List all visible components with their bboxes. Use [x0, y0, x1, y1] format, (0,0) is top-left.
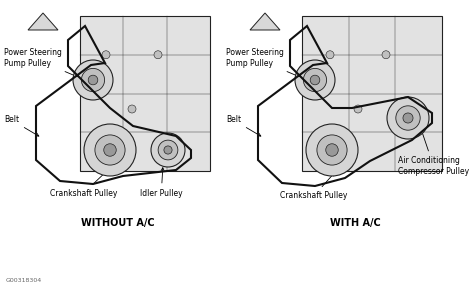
Circle shape: [295, 60, 335, 100]
Circle shape: [158, 140, 178, 160]
Circle shape: [102, 51, 110, 59]
Text: Belt: Belt: [4, 116, 39, 136]
Circle shape: [387, 97, 429, 139]
Text: WITHOUT A/C: WITHOUT A/C: [81, 218, 155, 228]
Polygon shape: [250, 13, 280, 30]
Text: Idler Pulley: Idler Pulley: [140, 168, 182, 197]
Circle shape: [326, 51, 334, 59]
Polygon shape: [28, 13, 58, 30]
Circle shape: [88, 75, 98, 85]
Circle shape: [151, 133, 185, 167]
Circle shape: [82, 68, 105, 92]
Circle shape: [306, 124, 358, 176]
Circle shape: [84, 124, 136, 176]
Circle shape: [317, 135, 347, 165]
Circle shape: [382, 51, 390, 59]
Text: Belt: Belt: [226, 116, 261, 136]
Text: Crankshaft Pulley: Crankshaft Pulley: [280, 173, 347, 201]
Circle shape: [73, 60, 113, 100]
Text: Crankshaft Pulley: Crankshaft Pulley: [50, 171, 118, 197]
Text: G00318304: G00318304: [6, 278, 42, 283]
Circle shape: [326, 144, 338, 156]
Circle shape: [164, 146, 172, 154]
Circle shape: [403, 113, 413, 123]
Circle shape: [354, 105, 362, 113]
Polygon shape: [302, 16, 442, 171]
Text: WITH A/C: WITH A/C: [329, 218, 380, 228]
Circle shape: [310, 75, 320, 85]
Text: Power Steering
Pump Pulley: Power Steering Pump Pulley: [4, 48, 82, 79]
Circle shape: [128, 105, 136, 113]
Polygon shape: [80, 16, 210, 171]
Circle shape: [303, 68, 327, 92]
Circle shape: [95, 135, 125, 165]
Text: Air Conditioning
Compressor Pulley: Air Conditioning Compressor Pulley: [398, 129, 469, 176]
Text: Power Steering
Pump Pulley: Power Steering Pump Pulley: [226, 48, 303, 79]
Circle shape: [396, 106, 420, 130]
Circle shape: [154, 51, 162, 59]
Circle shape: [104, 144, 116, 156]
